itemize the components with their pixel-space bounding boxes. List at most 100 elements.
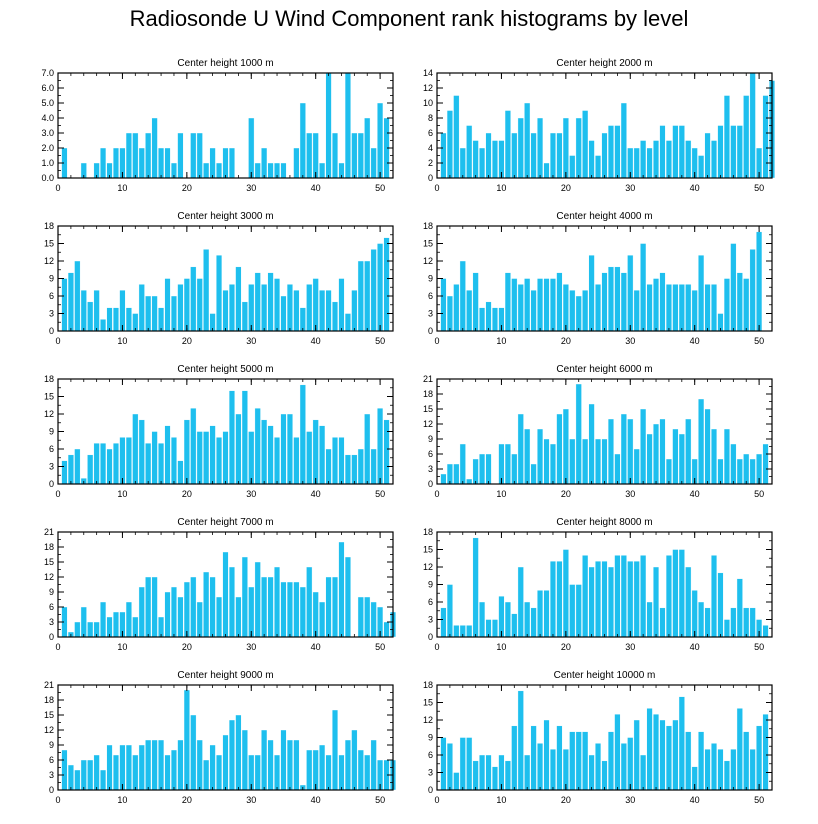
histogram-bar bbox=[730, 443, 737, 485]
histogram-bar bbox=[209, 425, 216, 485]
histogram-bar bbox=[511, 725, 518, 791]
x-tick-label: 0 bbox=[55, 642, 60, 652]
histogram-bar bbox=[459, 443, 466, 485]
histogram-bar bbox=[646, 601, 653, 638]
histogram-bar bbox=[459, 737, 466, 791]
histogram-bar bbox=[325, 448, 332, 485]
histogram-bar bbox=[151, 431, 158, 485]
histogram-bar bbox=[717, 572, 724, 638]
histogram-bar bbox=[549, 132, 556, 179]
histogram-bar bbox=[351, 454, 358, 485]
histogram-bar bbox=[511, 613, 518, 638]
histogram-bar bbox=[633, 147, 640, 179]
histogram-bar bbox=[537, 743, 544, 791]
histogram-bar bbox=[453, 772, 460, 791]
histogram-bar bbox=[93, 289, 100, 332]
histogram-bar bbox=[125, 132, 132, 179]
histogram-bar bbox=[685, 731, 692, 791]
histogram-bar bbox=[196, 601, 203, 638]
histogram-bar bbox=[524, 278, 531, 332]
x-tick-label: 40 bbox=[311, 183, 321, 193]
x-tick-label: 40 bbox=[311, 336, 321, 346]
histogram-bar bbox=[286, 581, 293, 638]
histogram-bar bbox=[170, 295, 177, 332]
histogram-bar bbox=[286, 284, 293, 332]
histogram-bar bbox=[653, 713, 660, 791]
y-tick-label: 9 bbox=[49, 587, 54, 597]
histogram-bar bbox=[582, 555, 589, 638]
histogram-bar bbox=[158, 442, 165, 485]
x-tick-label: 50 bbox=[754, 183, 764, 193]
histogram-bar bbox=[177, 284, 184, 332]
panel-10: Center height 10000 m 0 10 20 30 40 50 0 3 6 9 12 15… bbox=[423, 670, 773, 805]
histogram-bar bbox=[466, 625, 473, 638]
x-tick-label: 20 bbox=[561, 183, 571, 193]
x-tick-label: 30 bbox=[625, 642, 635, 652]
histogram-bar bbox=[112, 611, 120, 638]
histogram-bar bbox=[762, 95, 769, 179]
histogram-bar bbox=[209, 744, 216, 791]
histogram-bar bbox=[723, 619, 730, 638]
histogram-bar bbox=[575, 383, 582, 485]
histogram-bar bbox=[678, 696, 685, 791]
histogram-bar bbox=[112, 754, 120, 791]
histogram-bar bbox=[177, 460, 184, 485]
y-tick-label: 6 bbox=[428, 128, 433, 138]
histogram-bar bbox=[183, 419, 190, 485]
histogram-bar bbox=[749, 249, 756, 332]
histogram-bar bbox=[595, 743, 602, 791]
histogram-bar bbox=[530, 463, 537, 485]
y-tick-label: 0 bbox=[428, 326, 433, 336]
histogram-bar bbox=[517, 117, 524, 179]
histogram-bar bbox=[196, 739, 203, 791]
x-tick-label: 50 bbox=[375, 183, 385, 193]
histogram-bar bbox=[575, 117, 582, 179]
histogram-bar bbox=[312, 278, 319, 332]
histogram-bar bbox=[80, 759, 87, 791]
histogram-bar bbox=[203, 759, 210, 791]
histogram-bar bbox=[556, 132, 563, 179]
histogram-bar bbox=[364, 754, 371, 791]
histogram-bar bbox=[370, 601, 377, 638]
y-tick-label: 15 bbox=[423, 404, 433, 414]
histogram-bar bbox=[306, 132, 313, 179]
histogram-bar bbox=[659, 418, 666, 485]
y-tick-label: 14 bbox=[423, 68, 433, 78]
y-tick-label: 12 bbox=[44, 256, 54, 266]
histogram-bar bbox=[704, 607, 711, 638]
histogram-bar bbox=[582, 110, 589, 179]
histogram-bar bbox=[562, 284, 569, 332]
y-tick-label: 18 bbox=[423, 221, 433, 231]
histogram-bar bbox=[730, 243, 737, 332]
histogram-bar bbox=[61, 460, 68, 485]
histogram-bar bbox=[672, 428, 679, 485]
x-tick-label: 10 bbox=[496, 183, 506, 193]
histogram-bar bbox=[67, 272, 74, 332]
histogram-bar bbox=[562, 408, 569, 485]
y-tick-label: 0 bbox=[49, 479, 54, 489]
histogram-bar bbox=[216, 437, 223, 485]
histogram-bar bbox=[235, 266, 242, 332]
histogram-bar bbox=[74, 448, 81, 485]
y-tick-label: 4 bbox=[428, 143, 433, 153]
histogram-bar bbox=[248, 586, 255, 638]
histogram-bar bbox=[543, 278, 550, 332]
histogram-bar bbox=[261, 284, 268, 332]
histogram-bar bbox=[524, 601, 531, 638]
histogram-bar bbox=[254, 162, 261, 179]
histogram-bar bbox=[312, 419, 319, 485]
histogram-bar bbox=[485, 453, 492, 485]
histogram-bar bbox=[132, 754, 139, 791]
histogram-bar bbox=[158, 147, 165, 179]
histogram-bar bbox=[453, 95, 460, 179]
histogram-bar bbox=[601, 560, 608, 638]
x-tick-label: 50 bbox=[754, 336, 764, 346]
histogram-bar bbox=[100, 601, 107, 638]
histogram-bar bbox=[274, 754, 281, 791]
histogram-bar bbox=[530, 725, 537, 791]
histogram-bar bbox=[170, 437, 177, 485]
histogram-bar bbox=[466, 289, 473, 332]
histogram-bar bbox=[344, 313, 351, 332]
histogram-bar bbox=[106, 744, 113, 791]
histogram-bar bbox=[331, 301, 339, 332]
